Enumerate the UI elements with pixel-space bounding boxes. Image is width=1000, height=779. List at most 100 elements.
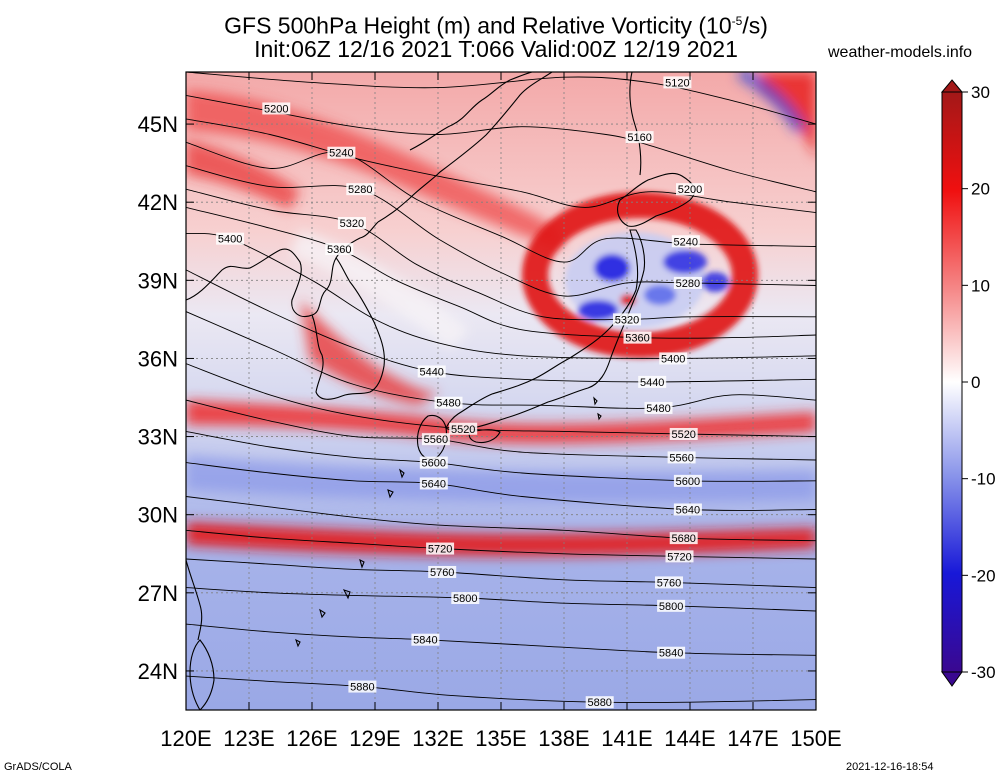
contour-label: 5560: [421, 433, 450, 446]
svg-text:5640: 5640: [676, 504, 700, 516]
svg-text:5880: 5880: [350, 682, 374, 694]
contour-label: 5160: [625, 131, 654, 144]
colorbar-top-arrow: [940, 79, 964, 93]
svg-text:5200: 5200: [264, 103, 288, 115]
contour-label: 5840: [411, 633, 440, 647]
title-line2: Init:06Z 12/16 2021 T:066 Valid:00Z 12/1…: [254, 36, 738, 62]
lat-axis-labels: 24N 27N 30N 33N 36N 39N 42N 45N: [138, 112, 178, 684]
contour-label: 5360: [325, 243, 354, 256]
svg-text:5120: 5120: [665, 77, 689, 89]
colorbar-label: 30: [971, 83, 990, 102]
lon-tick-label: 144E: [664, 726, 715, 751]
svg-text:5760: 5760: [430, 567, 454, 579]
colorbar-label: 20: [971, 180, 990, 199]
colorbar-label: 10: [971, 276, 990, 295]
contour-label: 5360: [623, 331, 652, 345]
contour-label: 5520: [449, 422, 478, 436]
svg-text:5680: 5680: [671, 533, 695, 545]
lat-tick-label: 42N: [138, 190, 178, 215]
contour-labels: 5120 5160 5200 5200 5240 5240 5280 5280 5320 5320…: [216, 76, 704, 709]
contour-label: 5200: [262, 102, 291, 115]
contour-label: 5640: [419, 477, 448, 490]
colorbar: 30 20 10 0 -10 -20 -30: [940, 79, 996, 687]
svg-text:5640: 5640: [422, 478, 446, 490]
contour-label: 5720: [665, 550, 694, 563]
svg-text:5720: 5720: [428, 544, 452, 556]
lat-tick-label: 36N: [138, 346, 178, 371]
contour-label: 5280: [346, 183, 375, 196]
svg-text:5600: 5600: [422, 458, 446, 470]
svg-text:5480: 5480: [646, 403, 670, 415]
svg-text:5520: 5520: [451, 424, 475, 436]
footer-timestamp: 2021-12-16-18:54: [846, 761, 934, 773]
svg-text:5720: 5720: [667, 551, 691, 563]
footer-software: GrADS/COLA: [4, 761, 72, 773]
contour-label: 5320: [613, 313, 641, 326]
lon-tick-label: 147E: [727, 726, 778, 751]
svg-text:5280: 5280: [676, 278, 700, 290]
contour-label: 5280: [673, 276, 702, 290]
svg-text:5200: 5200: [678, 184, 702, 196]
contour-label: 5480: [644, 401, 673, 415]
contour-label: 5200: [676, 183, 704, 196]
lat-tick-label: 27N: [138, 581, 178, 606]
title-superscript: -5: [731, 14, 743, 28]
height-contour-line: [186, 118, 816, 214]
lat-tick-label: 30N: [138, 503, 178, 528]
colorbar-label: 0: [971, 373, 980, 392]
lon-tick-label: 129E: [349, 726, 400, 751]
svg-text:5480: 5480: [436, 398, 460, 410]
colorbar-label: -30: [971, 663, 996, 682]
contour-label: 5320: [337, 217, 366, 230]
colorbar-scale: [941, 91, 963, 673]
contour-label: 5680: [669, 532, 698, 545]
svg-text:5880: 5880: [587, 697, 611, 709]
lat-tick-label: 39N: [138, 268, 178, 293]
svg-text:5760: 5760: [657, 577, 681, 589]
height-contour-line: [186, 311, 816, 409]
svg-text:5320: 5320: [340, 218, 364, 230]
contour-label: 5720: [426, 542, 455, 556]
contour-label: 5880: [585, 696, 614, 709]
axis-ticks: [185, 72, 817, 710]
svg-text:5840: 5840: [413, 635, 437, 647]
lon-tick-label: 126E: [286, 726, 337, 751]
svg-text:5280: 5280: [348, 184, 372, 196]
height-contour-line: [186, 72, 816, 125]
svg-text:5520: 5520: [671, 429, 695, 441]
contour-label: 5520: [669, 427, 698, 441]
svg-text:5360: 5360: [625, 333, 649, 345]
contour-label: 5560: [667, 451, 696, 464]
svg-text:5240: 5240: [329, 148, 353, 160]
svg-text:5840: 5840: [659, 648, 683, 660]
contour-label: 5400: [216, 232, 245, 246]
svg-text:5440: 5440: [640, 377, 664, 389]
lon-tick-label: 123E: [223, 726, 274, 751]
title-units: /s): [742, 12, 768, 39]
svg-text:5160: 5160: [627, 132, 651, 144]
title-line1: GFS 500hPa Height (m) and Relative Vorti…: [0, 8, 996, 39]
height-contour-line: [186, 206, 816, 339]
contour-label: 5480: [434, 396, 463, 410]
svg-text:5560: 5560: [669, 452, 693, 464]
svg-text:5800: 5800: [659, 601, 683, 613]
svg-text:5360: 5360: [327, 244, 351, 256]
contour-label: 5840: [657, 646, 686, 660]
lat-tick-label: 24N: [138, 659, 178, 684]
contour-label: 5400: [659, 352, 688, 365]
svg-text:5560: 5560: [424, 434, 448, 446]
lon-tick-label: 132E: [412, 726, 463, 751]
colorbar-label: -20: [971, 566, 996, 585]
contour-label: 5760: [428, 565, 457, 579]
contour-label: 5880: [348, 680, 377, 694]
lat-tick-label: 45N: [138, 112, 178, 137]
contour-label: 5800: [451, 592, 480, 605]
height-contour-line: [186, 94, 816, 193]
svg-text:5240: 5240: [674, 236, 698, 248]
lon-tick-label: 150E: [790, 726, 841, 751]
svg-text:5800: 5800: [453, 593, 477, 605]
lon-axis-labels: 120E 123E 126E 129E 132E 135E 138E 141E 144E 147E…: [160, 726, 841, 751]
svg-text:5440: 5440: [419, 366, 443, 378]
svg-text:5600: 5600: [676, 476, 700, 488]
